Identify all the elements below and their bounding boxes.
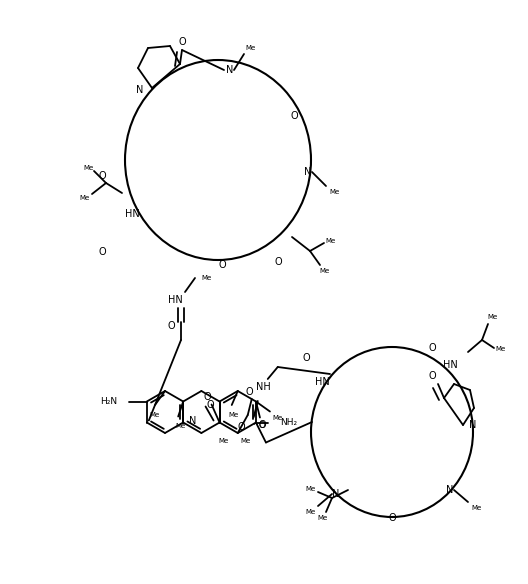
- Text: O: O: [246, 387, 253, 397]
- Text: N: N: [332, 489, 340, 499]
- Text: Me: Me: [306, 486, 316, 492]
- Text: N: N: [304, 167, 312, 177]
- Text: Me: Me: [273, 415, 283, 422]
- Text: Me: Me: [496, 346, 506, 352]
- Text: O: O: [218, 260, 226, 270]
- Text: O: O: [178, 37, 186, 47]
- Text: O: O: [206, 401, 214, 411]
- Text: O: O: [204, 391, 211, 402]
- Text: N: N: [227, 65, 234, 75]
- Text: Me: Me: [202, 275, 212, 281]
- Text: O: O: [428, 371, 436, 381]
- Text: O: O: [238, 422, 246, 432]
- Text: ··O: ··O: [253, 420, 266, 429]
- Text: O: O: [428, 343, 436, 353]
- Text: HN: HN: [167, 295, 182, 305]
- Text: HN: HN: [315, 377, 329, 387]
- Text: Me: Me: [150, 412, 160, 418]
- Text: HN: HN: [125, 209, 139, 219]
- Text: N: N: [136, 85, 144, 95]
- Text: Me: Me: [241, 438, 251, 444]
- Text: N: N: [446, 485, 454, 495]
- Text: Me: Me: [317, 515, 327, 521]
- Text: O: O: [274, 257, 282, 267]
- Text: O: O: [388, 513, 396, 523]
- Text: O: O: [290, 111, 298, 121]
- Text: O: O: [302, 353, 310, 363]
- Text: Me: Me: [320, 268, 330, 274]
- Text: Me: Me: [79, 195, 89, 201]
- Text: Me: Me: [175, 423, 185, 429]
- Text: Me: Me: [471, 505, 481, 511]
- Text: Me: Me: [219, 438, 229, 444]
- Text: Me: Me: [305, 509, 315, 515]
- Text: Me: Me: [329, 189, 339, 195]
- Text: Me: Me: [325, 238, 335, 244]
- Text: O: O: [98, 247, 106, 257]
- Text: N: N: [469, 420, 477, 430]
- Text: O: O: [98, 171, 106, 181]
- Text: H₂N: H₂N: [100, 397, 117, 406]
- Text: NH: NH: [257, 382, 271, 392]
- Text: Me: Me: [245, 45, 255, 51]
- Text: HN: HN: [442, 360, 457, 370]
- Text: O: O: [167, 321, 175, 331]
- Text: Me: Me: [83, 165, 93, 171]
- Text: Me: Me: [229, 412, 239, 418]
- Text: O: O: [258, 420, 266, 430]
- Text: N: N: [188, 415, 196, 426]
- Text: Me: Me: [487, 314, 497, 320]
- Text: NH₂: NH₂: [280, 418, 297, 427]
